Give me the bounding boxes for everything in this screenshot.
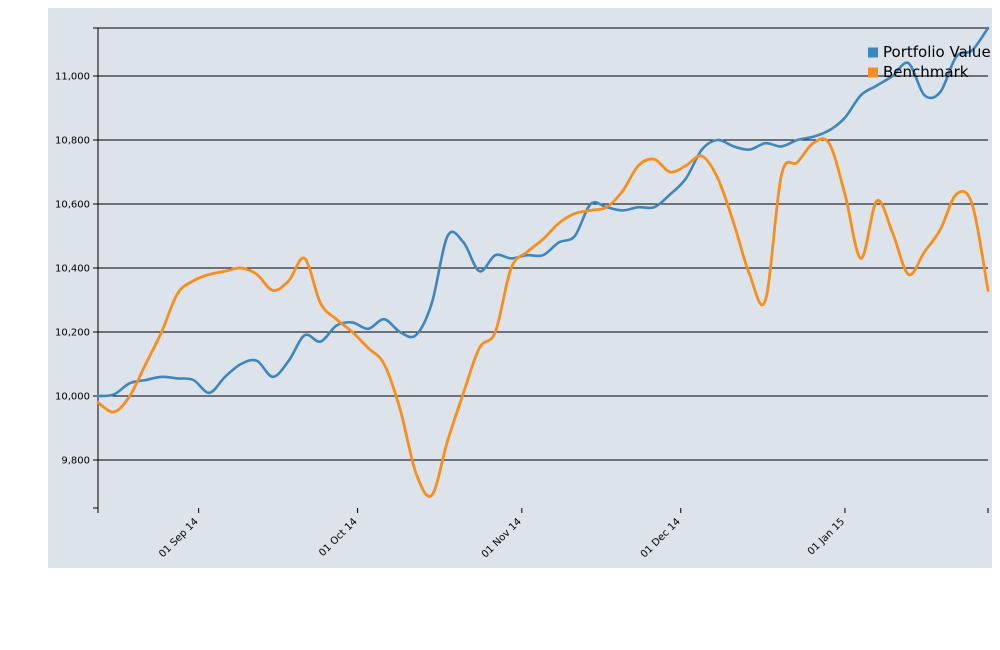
axes	[93, 27, 989, 513]
y-tick-label: 10,400	[55, 264, 90, 275]
legend-label: Benchmark	[883, 63, 969, 81]
y-tick-label: 10,000	[55, 392, 90, 403]
y-tick-label: 10,600	[55, 200, 90, 211]
y-tick-label: 11,000	[55, 72, 90, 83]
legend-label: Portfolio Value	[883, 43, 991, 61]
plot-panel-background	[48, 8, 992, 568]
series-line-portfolio-value	[96, 26, 990, 398]
legend-swatch	[868, 47, 878, 58]
legend: Portfolio Value Benchmark	[868, 43, 991, 81]
y-tick-label: 9,800	[61, 456, 90, 467]
y-tick-labels: 9,800 10,000 10,200 10,400 10,600 10,800 11,00…	[55, 72, 90, 467]
y-tick-label: 10,800	[55, 136, 90, 147]
legend-swatch	[868, 67, 878, 78]
y-tick-label: 10,200	[55, 328, 90, 339]
series-lines	[96, 26, 990, 498]
series-line-benchmark	[96, 137, 990, 498]
